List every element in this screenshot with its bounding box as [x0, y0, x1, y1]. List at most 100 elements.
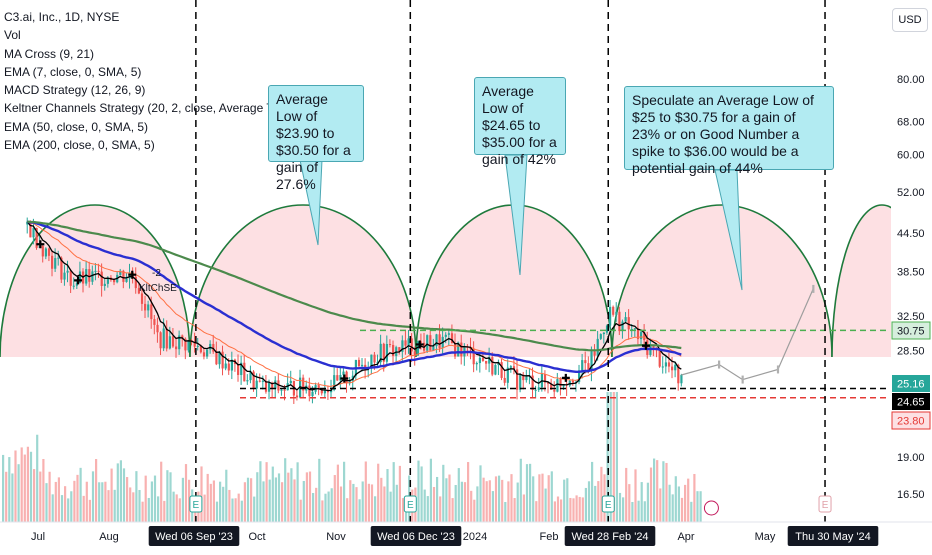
volume-bar: [659, 488, 662, 522]
price-tag-red-dashed: 23.80: [891, 411, 931, 430]
candle-body: [581, 360, 584, 371]
volume-bar: [315, 487, 318, 522]
candle-body: [432, 346, 435, 351]
volume-bar: [653, 458, 656, 522]
volume-bar: [265, 462, 268, 522]
volume-bar: [308, 471, 312, 522]
candle-body: [547, 382, 550, 384]
signal-cross: [128, 270, 137, 279]
volume-bar: [687, 478, 690, 522]
volume-bar: [420, 466, 423, 522]
volume-bar: [631, 501, 634, 522]
volume-bar: [135, 471, 138, 522]
time-label-highlight: Wed 06 Dec '23: [370, 526, 462, 546]
volume-bar: [457, 468, 460, 522]
candle-body: [240, 362, 243, 375]
candle-body: [206, 349, 209, 357]
volume-bar: [57, 477, 60, 522]
volume-bar: [116, 463, 119, 522]
volume-bar: [439, 496, 442, 522]
price-levels: [240, 329, 890, 399]
volume-bar: [609, 392, 612, 522]
candle-body: [444, 334, 447, 337]
cycle-arc-fill: [190, 205, 416, 357]
candle-body: [103, 283, 106, 286]
volume-bar: [597, 481, 600, 522]
volume-bar: [693, 473, 696, 522]
volume-bar: [225, 469, 228, 522]
candle-body: [91, 271, 94, 282]
volume-bar: [398, 465, 401, 522]
candle-body: [32, 227, 35, 238]
volume-bar: [153, 475, 157, 522]
signal-cross: [415, 340, 424, 349]
candle-body: [534, 389, 537, 391]
volume-bar: [674, 476, 677, 522]
candle-body: [255, 380, 258, 389]
volume-bar: [122, 468, 126, 522]
candle-body: [171, 336, 175, 347]
currency-button[interactable]: USD: [892, 8, 928, 32]
volume-bar: [470, 490, 473, 522]
ema7-line: [26, 221, 682, 392]
candle-body: [215, 351, 218, 365]
volume-bar: [584, 487, 587, 522]
time-label-box: [148, 526, 240, 546]
volume-bar: [33, 469, 36, 522]
time-label: Jul: [31, 531, 45, 543]
volume-bar: [36, 434, 39, 522]
volume-bar: [668, 484, 671, 522]
candle-body: [199, 345, 203, 353]
candle-body: [47, 248, 51, 256]
candle-body: [330, 389, 333, 393]
volume-bar: [144, 475, 147, 522]
volume-bar: [684, 484, 687, 522]
volume-bar: [95, 459, 98, 522]
candle-body: [243, 362, 246, 382]
volume-bar: [581, 497, 584, 522]
volume-bar: [253, 496, 256, 522]
volume-bar: [374, 496, 377, 522]
candle-body: [621, 321, 624, 332]
volume-bar: [203, 494, 206, 522]
candle-body: [178, 335, 181, 350]
candle-body: [144, 303, 147, 311]
volume-bar: [485, 481, 488, 522]
candle-body: [674, 364, 677, 371]
candle-body: [274, 380, 277, 389]
volume-bar: [578, 496, 581, 522]
price-tag-box: [891, 411, 931, 430]
candle-body: [671, 366, 674, 371]
volume-bar: [178, 498, 181, 522]
candle-body: [202, 352, 206, 357]
volume-bar: [318, 458, 321, 522]
candle-body: [137, 288, 141, 294]
volume-bar: [330, 488, 333, 522]
volume-bar: [541, 473, 544, 522]
volume-bar: [64, 486, 67, 522]
candle-body: [153, 319, 156, 325]
candle-body: [370, 354, 373, 369]
volume-bar: [200, 466, 203, 522]
candle-body: [602, 332, 606, 335]
volume-bar: [544, 488, 547, 522]
candle-body: [531, 375, 534, 391]
earnings-marker: E: [818, 495, 832, 513]
candle-body: [630, 329, 633, 331]
candle-body: [72, 285, 75, 287]
legend-ma-cross: MA Cross (9, 21): [4, 46, 95, 61]
candle-body: [556, 379, 559, 392]
cycle-arc: [189, 204, 417, 358]
time-label-highlight: Thu 30 May '24: [787, 526, 879, 546]
candle-body: [382, 343, 385, 362]
candle-body: [522, 374, 525, 381]
candle-body: [615, 311, 618, 315]
candle-body: [612, 306, 615, 315]
volume-bar: [8, 457, 11, 522]
candle-body: [333, 375, 336, 390]
candle-body: [385, 343, 389, 362]
volume-bar: [113, 489, 116, 522]
cycle-arcs: [0, 204, 932, 358]
time-label-box: [787, 526, 879, 546]
candle-body: [373, 354, 376, 363]
